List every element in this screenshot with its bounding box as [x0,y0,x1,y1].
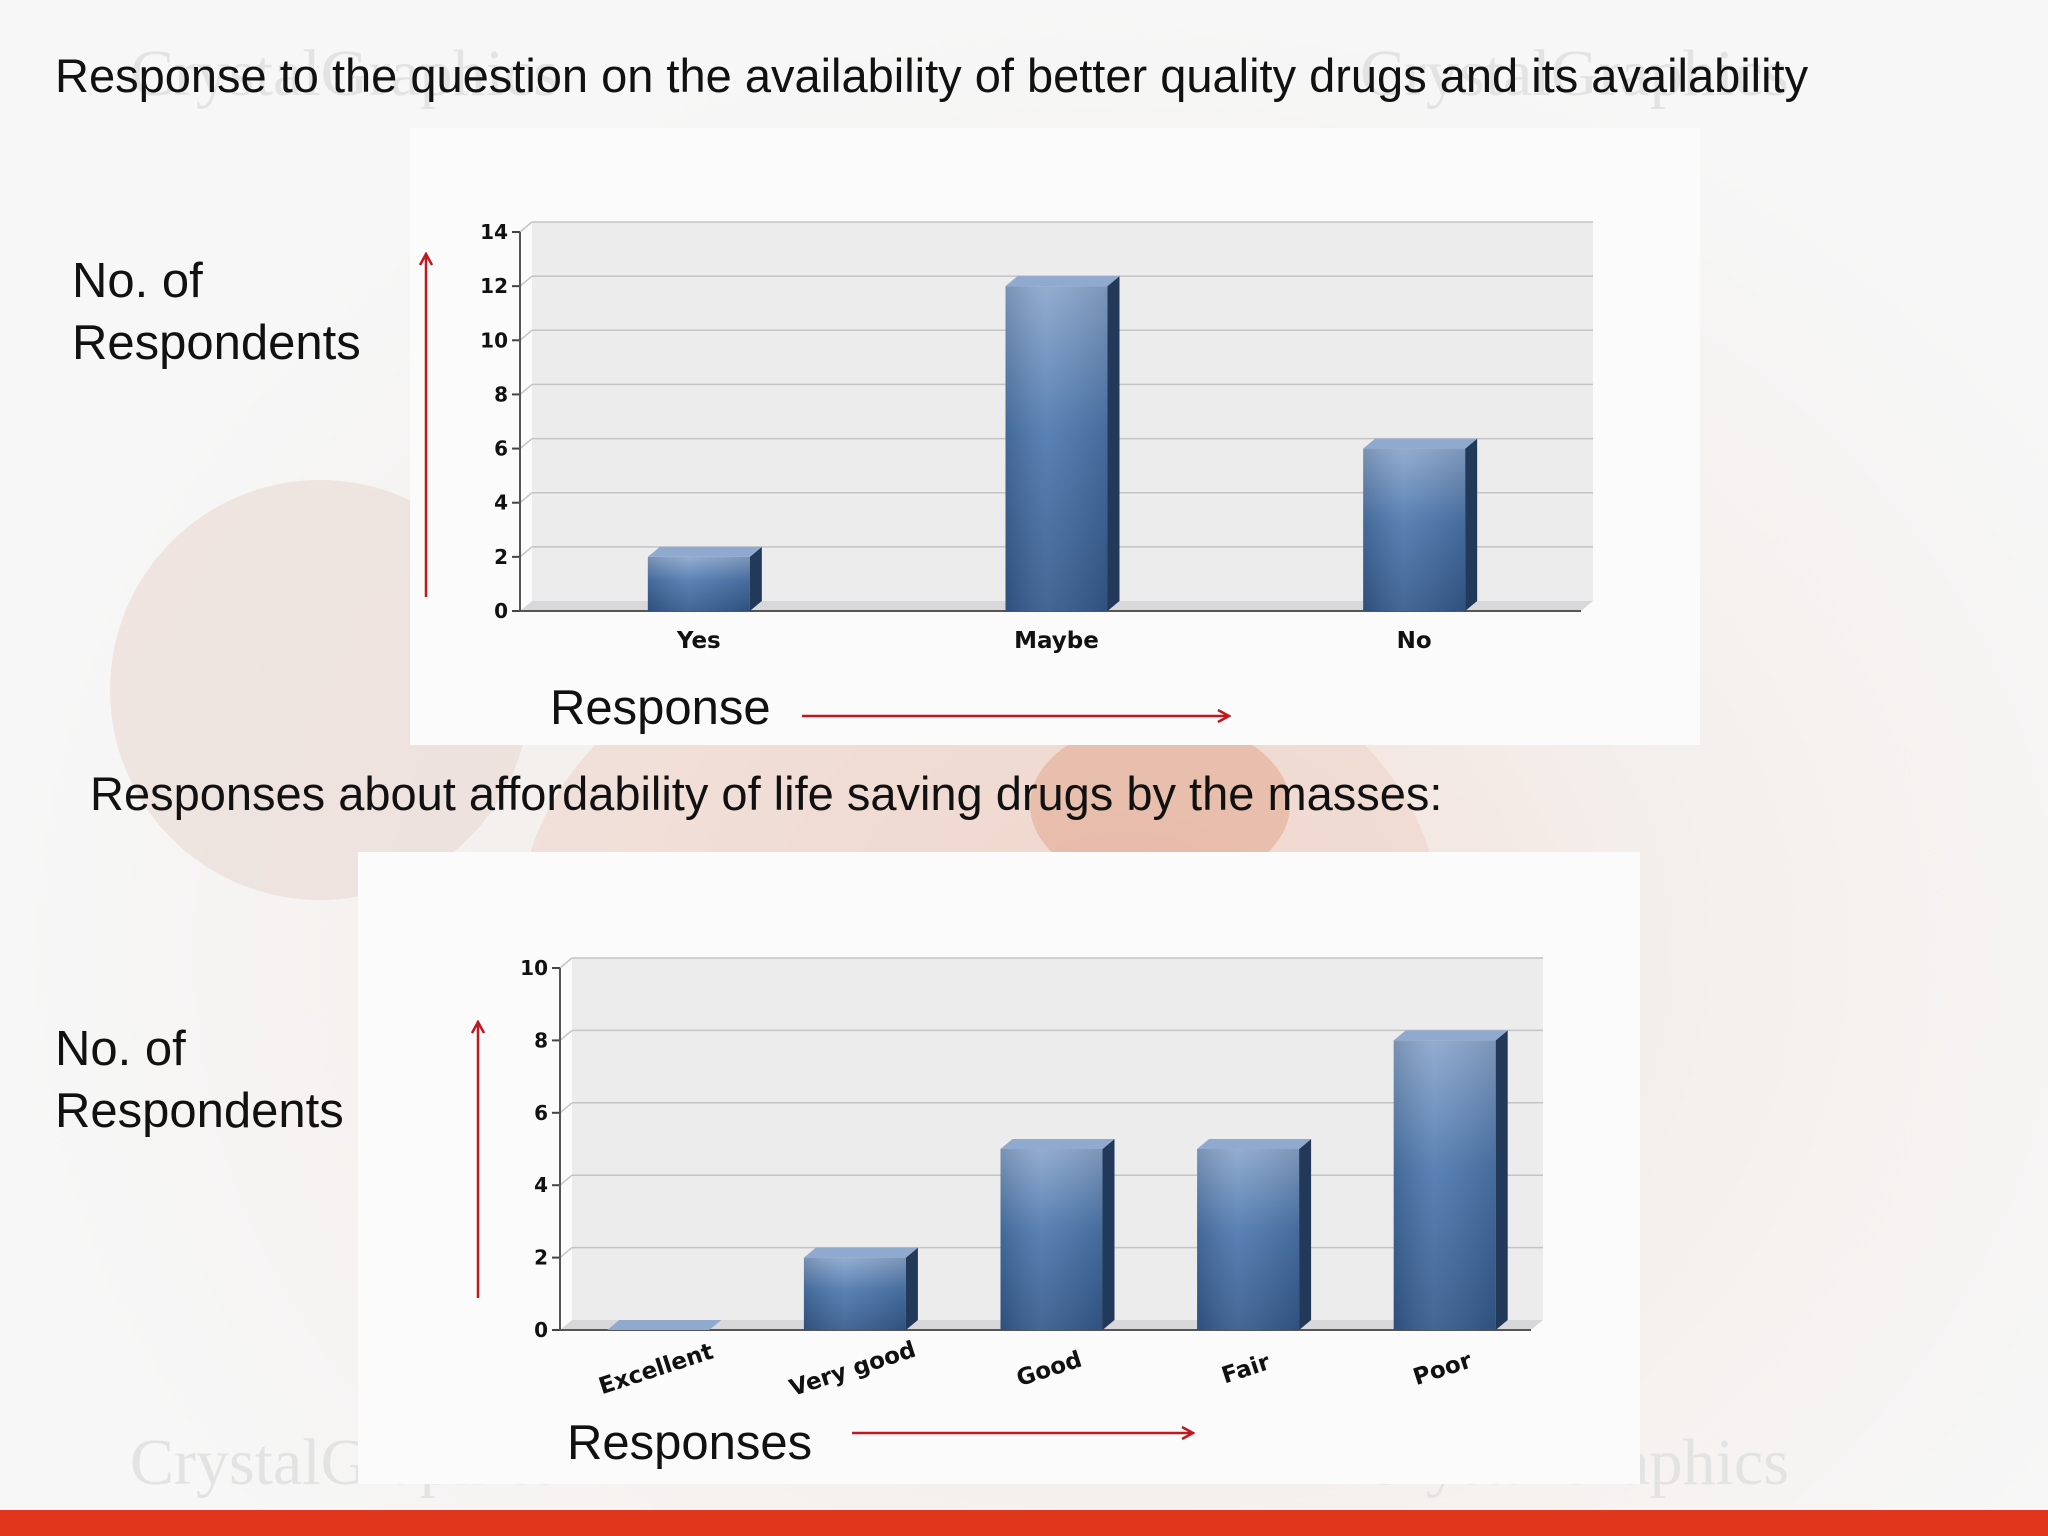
y-tick-label: 8 [494,382,508,406]
watermark: CrystalGraphics [1360,37,1789,110]
bar-top [803,1247,918,1258]
y-tick-label: 14 [480,220,508,244]
watermark: CrystalGraphics [130,37,559,110]
slide-title: Response to the question on the availabi… [55,49,1809,102]
y-tick-label: 8 [534,1028,548,1052]
bar-top [1000,1139,1115,1149]
bar-top [1197,1139,1312,1149]
x-tick-label: Very good [786,1337,919,1402]
x-tick-label: Yes [676,628,721,654]
y-tick-label: 12 [480,274,508,298]
gridline [559,1029,573,1041]
gridline [519,383,533,396]
y-tick-label: 6 [534,1101,548,1125]
x-tick-label: Maybe [1014,628,1099,654]
x-tick-label: Fair [1219,1349,1274,1389]
y-tick-label: 10 [480,328,508,352]
y-tick-label: 2 [534,1246,548,1270]
bar-top [1005,276,1120,287]
bar-shade [803,1257,906,1330]
gridline [559,1247,573,1259]
gridline [519,437,533,450]
y-axis-label-line-1: No. of [55,1022,186,1076]
bar-top [1363,438,1478,449]
bar-shade [1197,1149,1300,1330]
x-tick-label: Excellent [596,1339,717,1400]
y-axis-label-line-1: No. of [72,254,203,308]
gridline [519,492,533,504]
y-tick-label: 0 [494,599,508,623]
bar-side [749,546,762,611]
bar-side [1495,1030,1508,1330]
bar-side [1107,276,1120,611]
y-tick-label: 4 [494,491,508,515]
y-tick-label: 4 [534,1173,548,1197]
gridline [519,221,533,233]
gridline [559,1174,573,1186]
y-tick-label: 0 [534,1318,548,1342]
y-axis-label-line-2: Respondents [55,1084,344,1138]
bar-shade [1393,1040,1496,1330]
x-axis-label: Response [550,681,771,735]
gridline [519,329,533,341]
y-tick-label: 6 [494,437,508,461]
x-tick-label: No [1397,628,1432,654]
bar-side [1465,438,1478,611]
y-axis-label: No. of Respondents [72,250,361,374]
x-tick-label: Good [1013,1347,1085,1392]
y-tick-label: 10 [520,956,548,980]
bar-side [1299,1139,1312,1330]
bar-shade [647,556,750,611]
y-axis-label: No. of Respondents [55,1018,344,1142]
y-tick-label: 2 [494,545,508,569]
gridline [519,275,533,287]
footer-bar [0,1510,2048,1536]
gridline [519,546,533,558]
bar-top [1393,1030,1508,1041]
bar-top [607,1320,722,1330]
section-title: Responses about affordability of life sa… [90,767,1443,820]
x-tick-label: Poor [1410,1348,1476,1391]
bar-shade [1000,1149,1103,1330]
gridline [559,1102,573,1114]
y-axis-label-line-2: Respondents [72,316,361,370]
bar-shade [1363,448,1466,611]
bar-top [647,546,762,557]
gridline [559,957,573,969]
bar-shade [1005,286,1108,611]
bar-side [905,1247,918,1330]
x-axis-label: Responses [567,1416,813,1470]
bar-side [1102,1139,1115,1330]
